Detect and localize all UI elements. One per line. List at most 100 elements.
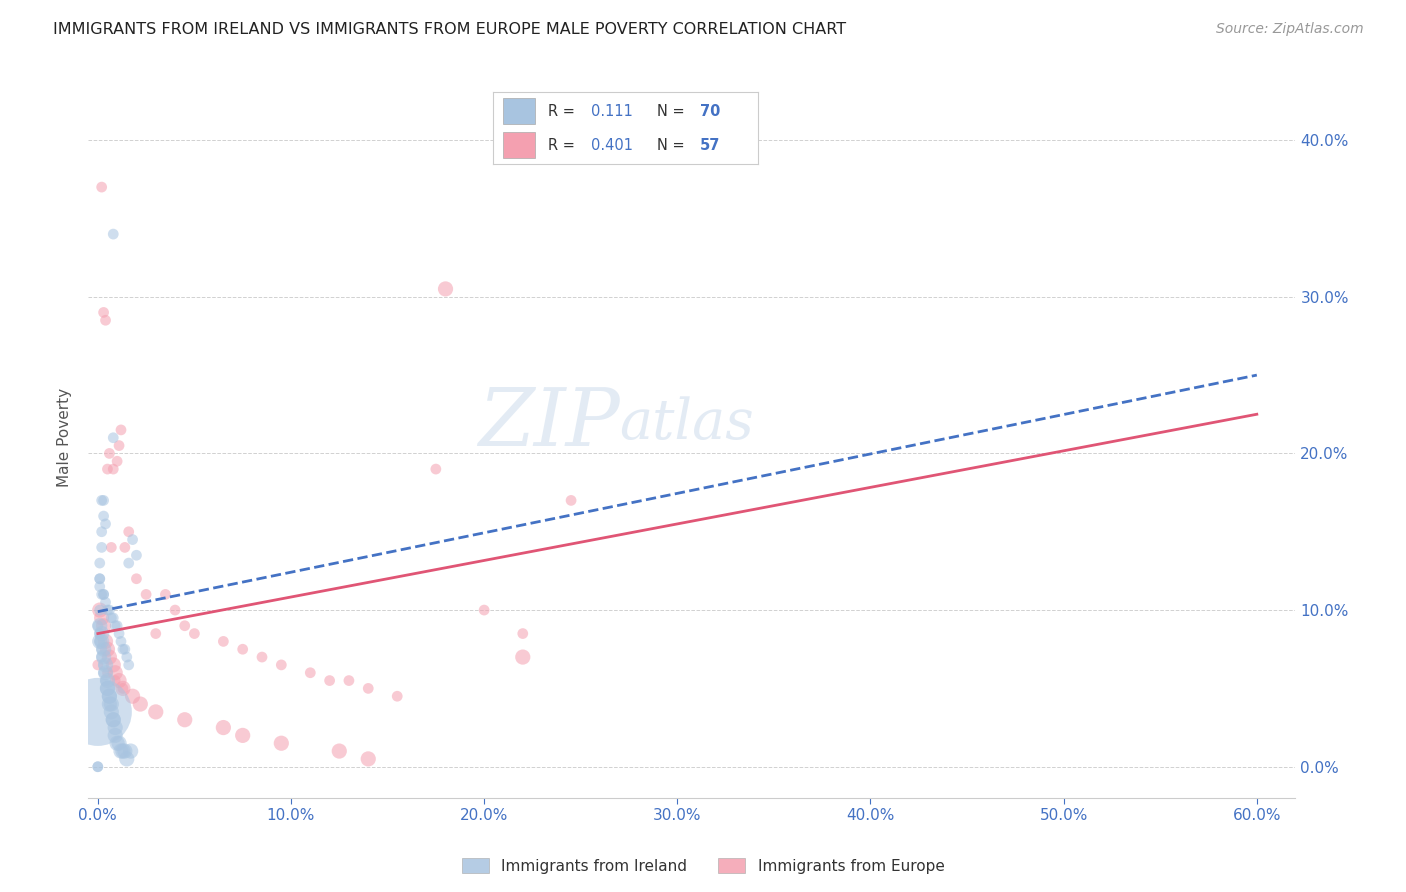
Point — [90, 642, 112, 657]
Point — [232, 728, 254, 742]
Point — [155, 587, 177, 601]
Point — [96, 462, 118, 476]
Point — [173, 619, 195, 633]
Point — [212, 634, 235, 648]
Point — [560, 493, 582, 508]
Point — [108, 626, 131, 640]
Point — [93, 619, 115, 633]
Point — [270, 657, 292, 672]
Point — [118, 657, 141, 672]
Point — [103, 611, 125, 625]
Point — [104, 721, 127, 735]
Point — [105, 454, 128, 468]
Point — [103, 462, 125, 476]
Point — [94, 665, 117, 680]
Point — [173, 713, 195, 727]
Point — [89, 580, 111, 594]
Point — [512, 650, 534, 665]
Point — [93, 665, 115, 680]
Point — [472, 603, 495, 617]
Point — [105, 619, 128, 633]
Point — [145, 626, 167, 640]
Point — [103, 657, 125, 672]
Legend: Immigrants from Ireland, Immigrants from Europe: Immigrants from Ireland, Immigrants from… — [456, 852, 950, 880]
Point — [125, 548, 148, 562]
Point — [89, 603, 111, 617]
Point — [87, 705, 110, 719]
Point — [96, 681, 118, 696]
Point — [125, 572, 148, 586]
Point — [104, 619, 127, 633]
Point — [90, 611, 112, 625]
Point — [90, 541, 112, 555]
Point — [89, 572, 111, 586]
Point — [89, 626, 111, 640]
Point — [250, 650, 273, 665]
Point — [93, 657, 115, 672]
Point — [93, 493, 115, 508]
Point — [96, 642, 118, 657]
Point — [100, 697, 122, 711]
Point — [183, 626, 205, 640]
Point — [89, 634, 111, 648]
Point — [94, 516, 117, 531]
Point — [94, 673, 117, 688]
Point — [96, 665, 118, 680]
Point — [337, 673, 360, 688]
Point — [212, 721, 235, 735]
Point — [108, 736, 131, 750]
Point — [357, 752, 380, 766]
Point — [100, 611, 122, 625]
Point — [90, 634, 112, 648]
Point — [90, 587, 112, 601]
Point — [111, 642, 134, 657]
Point — [87, 760, 110, 774]
Point — [100, 705, 122, 719]
Point — [93, 587, 115, 601]
Point — [108, 439, 131, 453]
Point — [121, 690, 143, 704]
Point — [270, 736, 292, 750]
Point — [93, 509, 115, 524]
Point — [387, 690, 409, 704]
Point — [103, 431, 125, 445]
Point — [118, 524, 141, 539]
Point — [103, 713, 125, 727]
Point — [87, 760, 110, 774]
Point — [98, 650, 121, 665]
Point — [90, 180, 112, 194]
Point — [165, 603, 187, 617]
Point — [93, 642, 115, 657]
Point — [93, 305, 115, 319]
Point — [89, 556, 111, 570]
Point — [111, 681, 134, 696]
Point — [89, 634, 111, 648]
Point — [93, 587, 115, 601]
Point — [103, 713, 125, 727]
Point — [232, 642, 254, 657]
Point — [111, 681, 134, 696]
Y-axis label: Male Poverty: Male Poverty — [58, 388, 72, 487]
Point — [94, 595, 117, 609]
Point — [115, 752, 138, 766]
Point — [89, 603, 111, 617]
Point — [135, 587, 157, 601]
Point — [103, 227, 125, 241]
Point — [93, 650, 115, 665]
Point — [114, 744, 136, 758]
Point — [118, 556, 141, 570]
Point — [318, 673, 340, 688]
Point — [104, 665, 127, 680]
Text: ZIP: ZIP — [478, 384, 620, 462]
Point — [98, 603, 121, 617]
Point — [425, 462, 447, 476]
Point — [110, 634, 132, 648]
Point — [120, 744, 142, 758]
Point — [110, 423, 132, 437]
Text: atlas: atlas — [620, 396, 754, 450]
Point — [104, 673, 127, 688]
Point — [98, 697, 121, 711]
Point — [114, 642, 136, 657]
Point — [89, 619, 111, 633]
Point — [512, 626, 534, 640]
